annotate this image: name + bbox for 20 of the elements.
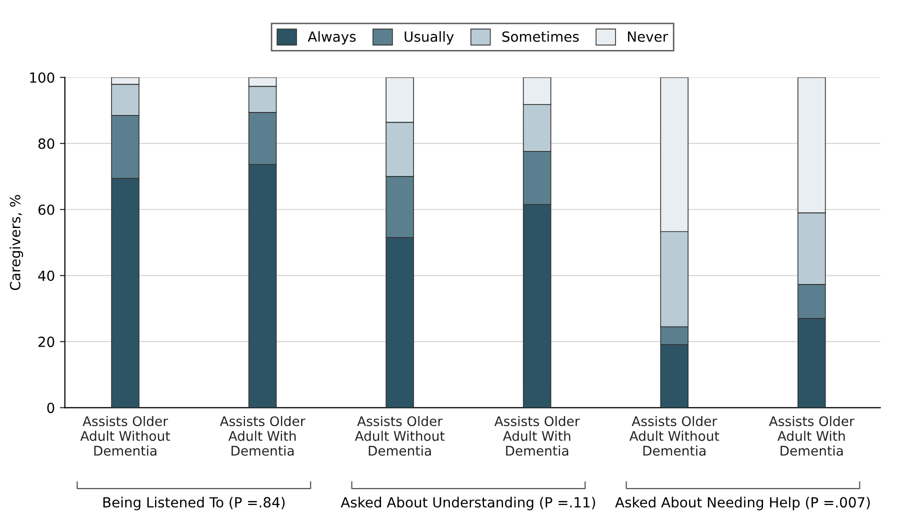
text: Asked About Needing Help (P =.007) (615, 496, 870, 510)
x-tick-label: Assists Older Adult With Dementia (768, 416, 854, 456)
y-tick-label: 40 (38, 270, 54, 282)
legend-label: Always (308, 31, 356, 45)
y-tick-label: 60 (38, 204, 54, 215)
legend-label: Sometimes (502, 31, 579, 42)
y-axis-title: Caregivers, % (10, 195, 24, 290)
x-tick-label: Assists Older Adult Without Dementia (354, 416, 445, 456)
legend-label: Usually (404, 31, 454, 45)
text: Being Listened To (P =.84) (103, 496, 285, 510)
x-tick-label: Assists Older Adult Without Dementia (80, 416, 170, 456)
x-tick-label: Assists Older Adult With Dementia (220, 416, 306, 456)
x-tick-label: Assists Older Adult With Dementia (494, 416, 580, 456)
x-tick-label: Assists Older Adult Without Dementia (629, 416, 720, 456)
y-tick-label: 20 (38, 336, 54, 348)
y-tick-label: 80 (38, 138, 54, 149)
y-tick-label: 100 (30, 72, 54, 83)
text: Asked About Understanding (P =.11) (340, 496, 596, 510)
y-tick-label: 0 (47, 402, 54, 414)
legend-label: Never (628, 32, 668, 42)
